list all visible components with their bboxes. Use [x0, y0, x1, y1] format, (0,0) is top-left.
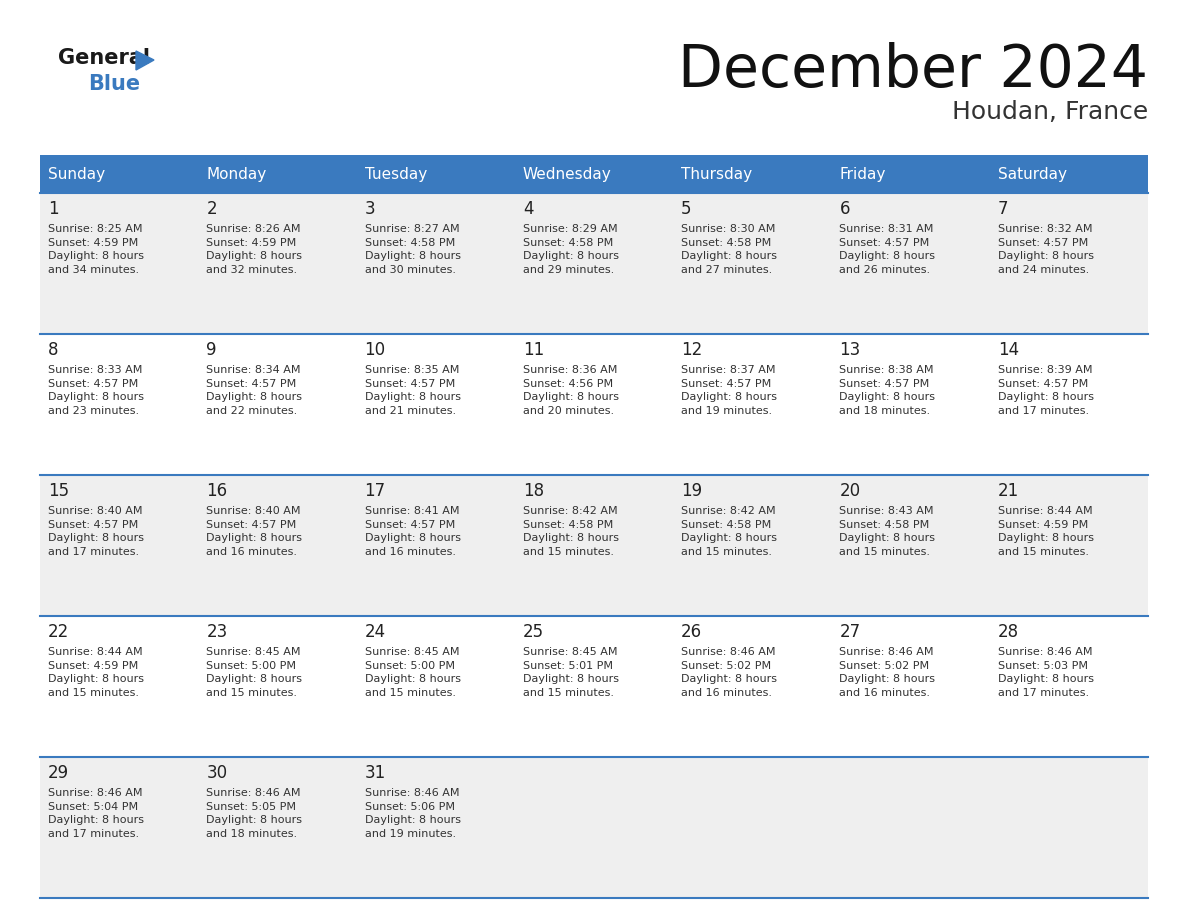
Text: Thursday: Thursday [681, 166, 752, 182]
Text: Wednesday: Wednesday [523, 166, 612, 182]
Polygon shape [135, 51, 154, 70]
Bar [40, 475, 1148, 616]
Bar [40, 757, 1148, 898]
Bar [40, 193, 1148, 334]
Text: Sunrise: 8:30 AM
Sunset: 4:58 PM
Daylight: 8 hours
and 27 minutes.: Sunrise: 8:30 AM Sunset: 4:58 PM Dayligh… [681, 224, 777, 274]
Text: 29: 29 [48, 764, 69, 782]
Text: 21: 21 [998, 482, 1019, 500]
Text: Tuesday: Tuesday [365, 166, 426, 182]
Text: 11: 11 [523, 341, 544, 359]
Text: 22: 22 [48, 623, 69, 641]
Text: Sunrise: 8:38 AM
Sunset: 4:57 PM
Daylight: 8 hours
and 18 minutes.: Sunrise: 8:38 AM Sunset: 4:57 PM Dayligh… [840, 365, 935, 416]
Text: 27: 27 [840, 623, 860, 641]
Text: Sunrise: 8:46 AM
Sunset: 5:04 PM
Daylight: 8 hours
and 17 minutes.: Sunrise: 8:46 AM Sunset: 5:04 PM Dayligh… [48, 788, 144, 839]
Bar [356, 155, 514, 193]
Text: Sunrise: 8:46 AM
Sunset: 5:05 PM
Daylight: 8 hours
and 18 minutes.: Sunrise: 8:46 AM Sunset: 5:05 PM Dayligh… [207, 788, 302, 839]
Text: Sunrise: 8:25 AM
Sunset: 4:59 PM
Daylight: 8 hours
and 34 minutes.: Sunrise: 8:25 AM Sunset: 4:59 PM Dayligh… [48, 224, 144, 274]
Text: Sunrise: 8:31 AM
Sunset: 4:57 PM
Daylight: 8 hours
and 26 minutes.: Sunrise: 8:31 AM Sunset: 4:57 PM Dayligh… [840, 224, 935, 274]
Text: 6: 6 [840, 200, 849, 218]
Text: Sunrise: 8:45 AM
Sunset: 5:00 PM
Daylight: 8 hours
and 15 minutes.: Sunrise: 8:45 AM Sunset: 5:00 PM Dayligh… [365, 647, 461, 698]
Text: 26: 26 [681, 623, 702, 641]
Text: Sunrise: 8:43 AM
Sunset: 4:58 PM
Daylight: 8 hours
and 15 minutes.: Sunrise: 8:43 AM Sunset: 4:58 PM Dayligh… [840, 506, 935, 557]
Text: 24: 24 [365, 623, 386, 641]
Text: 5: 5 [681, 200, 691, 218]
Text: Sunrise: 8:42 AM
Sunset: 4:58 PM
Daylight: 8 hours
and 15 minutes.: Sunrise: 8:42 AM Sunset: 4:58 PM Dayligh… [681, 506, 777, 557]
Text: 28: 28 [998, 623, 1019, 641]
Text: Monday: Monday [207, 166, 266, 182]
Text: Sunrise: 8:45 AM
Sunset: 5:00 PM
Daylight: 8 hours
and 15 minutes.: Sunrise: 8:45 AM Sunset: 5:00 PM Dayligh… [207, 647, 302, 698]
Bar [40, 616, 1148, 757]
Bar [40, 334, 1148, 475]
Text: Sunrise: 8:27 AM
Sunset: 4:58 PM
Daylight: 8 hours
and 30 minutes.: Sunrise: 8:27 AM Sunset: 4:58 PM Dayligh… [365, 224, 461, 274]
Text: General: General [58, 48, 150, 68]
Text: Sunrise: 8:39 AM
Sunset: 4:57 PM
Daylight: 8 hours
and 17 minutes.: Sunrise: 8:39 AM Sunset: 4:57 PM Dayligh… [998, 365, 1094, 416]
Text: Sunrise: 8:37 AM
Sunset: 4:57 PM
Daylight: 8 hours
and 19 minutes.: Sunrise: 8:37 AM Sunset: 4:57 PM Dayligh… [681, 365, 777, 416]
Text: Sunrise: 8:26 AM
Sunset: 4:59 PM
Daylight: 8 hours
and 32 minutes.: Sunrise: 8:26 AM Sunset: 4:59 PM Dayligh… [207, 224, 302, 274]
Text: 20: 20 [840, 482, 860, 500]
Text: 16: 16 [207, 482, 227, 500]
Text: Sunrise: 8:32 AM
Sunset: 4:57 PM
Daylight: 8 hours
and 24 minutes.: Sunrise: 8:32 AM Sunset: 4:57 PM Dayligh… [998, 224, 1094, 274]
Text: Sunrise: 8:33 AM
Sunset: 4:57 PM
Daylight: 8 hours
and 23 minutes.: Sunrise: 8:33 AM Sunset: 4:57 PM Dayligh… [48, 365, 144, 416]
Text: December 2024: December 2024 [678, 42, 1148, 99]
Text: 7: 7 [998, 200, 1009, 218]
Text: Sunrise: 8:36 AM
Sunset: 4:56 PM
Daylight: 8 hours
and 20 minutes.: Sunrise: 8:36 AM Sunset: 4:56 PM Dayligh… [523, 365, 619, 416]
Text: 12: 12 [681, 341, 702, 359]
Text: 1: 1 [48, 200, 58, 218]
Text: Sunrise: 8:29 AM
Sunset: 4:58 PM
Daylight: 8 hours
and 29 minutes.: Sunrise: 8:29 AM Sunset: 4:58 PM Dayligh… [523, 224, 619, 274]
Text: 18: 18 [523, 482, 544, 500]
Text: 10: 10 [365, 341, 386, 359]
Bar [832, 155, 990, 193]
Text: Sunrise: 8:41 AM
Sunset: 4:57 PM
Daylight: 8 hours
and 16 minutes.: Sunrise: 8:41 AM Sunset: 4:57 PM Dayligh… [365, 506, 461, 557]
Text: Sunrise: 8:40 AM
Sunset: 4:57 PM
Daylight: 8 hours
and 16 minutes.: Sunrise: 8:40 AM Sunset: 4:57 PM Dayligh… [207, 506, 302, 557]
Text: 3: 3 [365, 200, 375, 218]
Bar [40, 155, 198, 193]
Text: Sunrise: 8:46 AM
Sunset: 5:02 PM
Daylight: 8 hours
and 16 minutes.: Sunrise: 8:46 AM Sunset: 5:02 PM Dayligh… [681, 647, 777, 698]
Text: Houdan, France: Houdan, France [952, 100, 1148, 124]
Text: 13: 13 [840, 341, 860, 359]
Text: 15: 15 [48, 482, 69, 500]
Text: Sunrise: 8:45 AM
Sunset: 5:01 PM
Daylight: 8 hours
and 15 minutes.: Sunrise: 8:45 AM Sunset: 5:01 PM Dayligh… [523, 647, 619, 698]
Text: Friday: Friday [840, 166, 886, 182]
Text: 2: 2 [207, 200, 217, 218]
Text: Saturday: Saturday [998, 166, 1067, 182]
Text: 25: 25 [523, 623, 544, 641]
Text: Sunrise: 8:46 AM
Sunset: 5:03 PM
Daylight: 8 hours
and 17 minutes.: Sunrise: 8:46 AM Sunset: 5:03 PM Dayligh… [998, 647, 1094, 698]
Text: Sunrise: 8:44 AM
Sunset: 4:59 PM
Daylight: 8 hours
and 15 minutes.: Sunrise: 8:44 AM Sunset: 4:59 PM Dayligh… [48, 647, 144, 698]
Text: Sunrise: 8:34 AM
Sunset: 4:57 PM
Daylight: 8 hours
and 22 minutes.: Sunrise: 8:34 AM Sunset: 4:57 PM Dayligh… [207, 365, 302, 416]
Text: Sunrise: 8:35 AM
Sunset: 4:57 PM
Daylight: 8 hours
and 21 minutes.: Sunrise: 8:35 AM Sunset: 4:57 PM Dayligh… [365, 365, 461, 416]
Bar [514, 155, 674, 193]
Bar [674, 155, 832, 193]
Text: 14: 14 [998, 341, 1019, 359]
Text: 17: 17 [365, 482, 386, 500]
Text: 8: 8 [48, 341, 58, 359]
Text: Sunrise: 8:46 AM
Sunset: 5:06 PM
Daylight: 8 hours
and 19 minutes.: Sunrise: 8:46 AM Sunset: 5:06 PM Dayligh… [365, 788, 461, 839]
Text: 4: 4 [523, 200, 533, 218]
Text: Blue: Blue [88, 74, 140, 94]
Text: 30: 30 [207, 764, 227, 782]
Text: Sunrise: 8:42 AM
Sunset: 4:58 PM
Daylight: 8 hours
and 15 minutes.: Sunrise: 8:42 AM Sunset: 4:58 PM Dayligh… [523, 506, 619, 557]
Bar [198, 155, 356, 193]
Text: 23: 23 [207, 623, 228, 641]
Text: 31: 31 [365, 764, 386, 782]
Bar [990, 155, 1148, 193]
Text: Sunrise: 8:46 AM
Sunset: 5:02 PM
Daylight: 8 hours
and 16 minutes.: Sunrise: 8:46 AM Sunset: 5:02 PM Dayligh… [840, 647, 935, 698]
Text: 9: 9 [207, 341, 216, 359]
Text: Sunday: Sunday [48, 166, 105, 182]
Text: Sunrise: 8:44 AM
Sunset: 4:59 PM
Daylight: 8 hours
and 15 minutes.: Sunrise: 8:44 AM Sunset: 4:59 PM Dayligh… [998, 506, 1094, 557]
Text: Sunrise: 8:40 AM
Sunset: 4:57 PM
Daylight: 8 hours
and 17 minutes.: Sunrise: 8:40 AM Sunset: 4:57 PM Dayligh… [48, 506, 144, 557]
Text: 19: 19 [681, 482, 702, 500]
